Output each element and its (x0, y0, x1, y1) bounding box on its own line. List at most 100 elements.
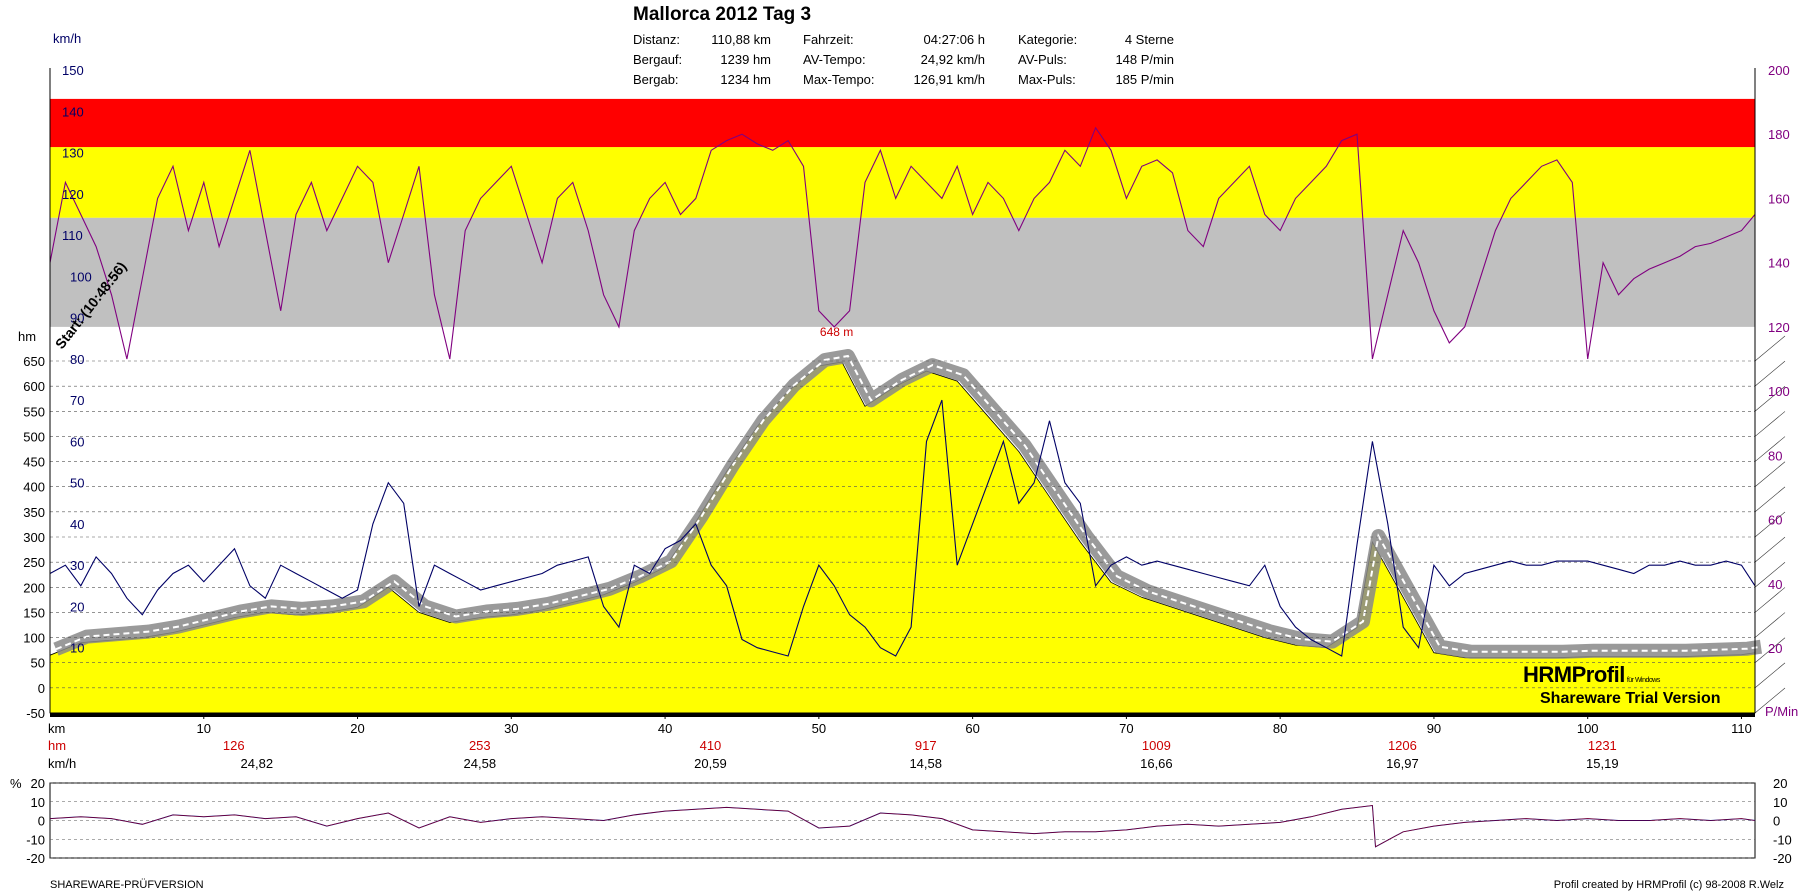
hr-tick-label: 120 (1768, 320, 1790, 335)
stat-value: 148 P/min (1115, 52, 1174, 67)
kmh-segment-value: 15,19 (1586, 756, 1619, 771)
stat-value: 185 P/min (1115, 72, 1174, 87)
stat-value: 1239 hm (720, 52, 771, 67)
stat-label: Max-Tempo: (803, 72, 875, 87)
hm-segment-value: 410 (700, 738, 722, 753)
kmh-segment-value: 16,97 (1386, 756, 1419, 771)
grade-tick-label-right: 10 (1773, 795, 1787, 810)
kmh-segment-value: 16,66 (1140, 756, 1173, 771)
stat-value: 24,92 km/h (920, 52, 985, 67)
speed-tick-label: 70 (70, 393, 84, 408)
hr-tick-label: 200 (1768, 63, 1790, 78)
altitude-tick-label: 550 (23, 404, 45, 419)
x-axis-bar (50, 713, 1755, 717)
altitude-tick-label: 600 (23, 379, 45, 394)
grade-tick-label-right: -20 (1773, 851, 1792, 866)
hm-segment-value: 253 (469, 738, 491, 753)
hr-tick-label: 100 (1768, 384, 1790, 399)
road-centerline (55, 354, 1762, 653)
hr-zone-band (50, 147, 1755, 218)
kmh-segment-value: 24,58 (464, 756, 497, 771)
stat-label: AV-Puls: (1018, 52, 1067, 67)
grade-tick-label-left: 20 (31, 776, 45, 791)
hr-tick-label: 40 (1768, 577, 1782, 592)
hm-segment-value: 917 (915, 738, 937, 753)
trial-version-label: Shareware Trial Version (1540, 690, 1721, 707)
x-tick-label: 110 (1731, 721, 1752, 736)
x-tick-label: 20 (350, 721, 364, 736)
speed-tick-label: 40 (70, 517, 84, 532)
grade-tick-label-right: 0 (1773, 814, 1780, 829)
logo-text: HRMProfil (1523, 662, 1625, 687)
hm-segment-value: 1009 (1142, 738, 1171, 753)
stat-value: 1234 hm (720, 72, 771, 87)
grade-tick-label-right: -10 (1773, 832, 1792, 847)
grade-tick-label-left: 10 (31, 795, 45, 810)
altitude-tick-label: 350 (23, 505, 45, 520)
grade-tick-label-left: -10 (26, 832, 45, 847)
hm-row-label: hm (48, 738, 66, 753)
speed-axis-label: km/h (53, 31, 81, 46)
speed-tick-label: 20 (70, 599, 84, 614)
x-tick-label: 90 (1427, 721, 1441, 736)
speed-tick-label: 140 (62, 104, 84, 119)
hr-axis-label: P/Min (1765, 704, 1798, 719)
hr-tick-label: 80 (1768, 448, 1782, 463)
x-tick-label: 10 (197, 721, 211, 736)
x-tick-label: 40 (658, 721, 672, 736)
stat-value: 126,91 km/h (913, 72, 985, 87)
speed-tick-label: 10 (70, 641, 84, 656)
perspective-tick (1754, 562, 1786, 588)
perspective-tick (1754, 360, 1786, 387)
x-tick-label: 80 (1273, 721, 1287, 736)
x-tick-label: 70 (1119, 721, 1133, 736)
altitude-axis-label: hm (18, 329, 36, 344)
perspective-tick (1754, 411, 1786, 437)
hm-segment-value: 126 (223, 738, 245, 753)
stat-value: 04:27:06 h (923, 32, 985, 47)
altitude-tick-label: 250 (23, 555, 45, 570)
perspective-tick (1754, 587, 1786, 613)
hrmprofil-logo: HRMProfil für Windows (1523, 662, 1660, 688)
stat-value: 110,88 km (711, 32, 771, 47)
summit-annotation: 648 m (820, 325, 853, 339)
stat-label: Max-Puls: (1018, 72, 1076, 87)
stat-value: 4 Sterne (1124, 32, 1174, 47)
altitude-tick-label: 200 (23, 580, 45, 595)
perspective-tick (1754, 662, 1786, 689)
perspective-tick (1754, 687, 1786, 714)
altitude-area (49, 361, 1756, 714)
altitude-tick-label: 100 (23, 631, 45, 646)
stat-label: Distanz: (633, 32, 680, 47)
altitude-tick-label: 500 (23, 429, 45, 444)
speed-tick-label: 60 (70, 434, 84, 449)
altitude-tick-label: 450 (23, 455, 45, 470)
altitude-tick-label: 650 (23, 354, 45, 369)
altitude-tick-label: 400 (23, 480, 45, 495)
perspective-tick (1754, 536, 1786, 563)
speed-tick-label: 90 (70, 311, 84, 326)
stats-column-2: Fahrzeit: 04:27:06 h AV-Tempo: 24,92 km/h … (803, 30, 985, 90)
speed-tick-label: 50 (70, 476, 84, 491)
x-tick-label: 60 (965, 721, 979, 736)
grade-line-overlay (49, 805, 1756, 848)
stat-label: Bergauf: (633, 52, 683, 67)
stats-column-3: Kategorie: 4 Sterne AV-Puls: 148 P/min Max… (1018, 30, 1174, 90)
speed-tick-label: 110 (62, 228, 83, 243)
stat-label: Bergab: (633, 72, 679, 87)
perspective-tick (1754, 511, 1786, 538)
stats-column-1: Distanz: 110,88 km Bergauf: 1239 hm Bergab… (633, 30, 771, 90)
speed-tick-label: 80 (70, 352, 84, 367)
speed-tick-label: 120 (62, 187, 84, 202)
x-tick-label: 50 (812, 721, 826, 736)
x-tick-label: 100 (1577, 721, 1599, 736)
hr-tick-label: 180 (1768, 127, 1790, 142)
chart-title: Mallorca 2012 Tag 3 (633, 4, 812, 25)
hm-segment-value: 1206 (1388, 738, 1417, 753)
altitude-tick-label: 300 (23, 530, 45, 545)
grade-axis-label: % (10, 776, 22, 791)
speed-tick-label: 30 (70, 558, 84, 573)
grade-tick-label-right: 20 (1773, 776, 1787, 791)
speed-tick-label: 130 (62, 146, 84, 161)
perspective-tick (1754, 461, 1786, 487)
